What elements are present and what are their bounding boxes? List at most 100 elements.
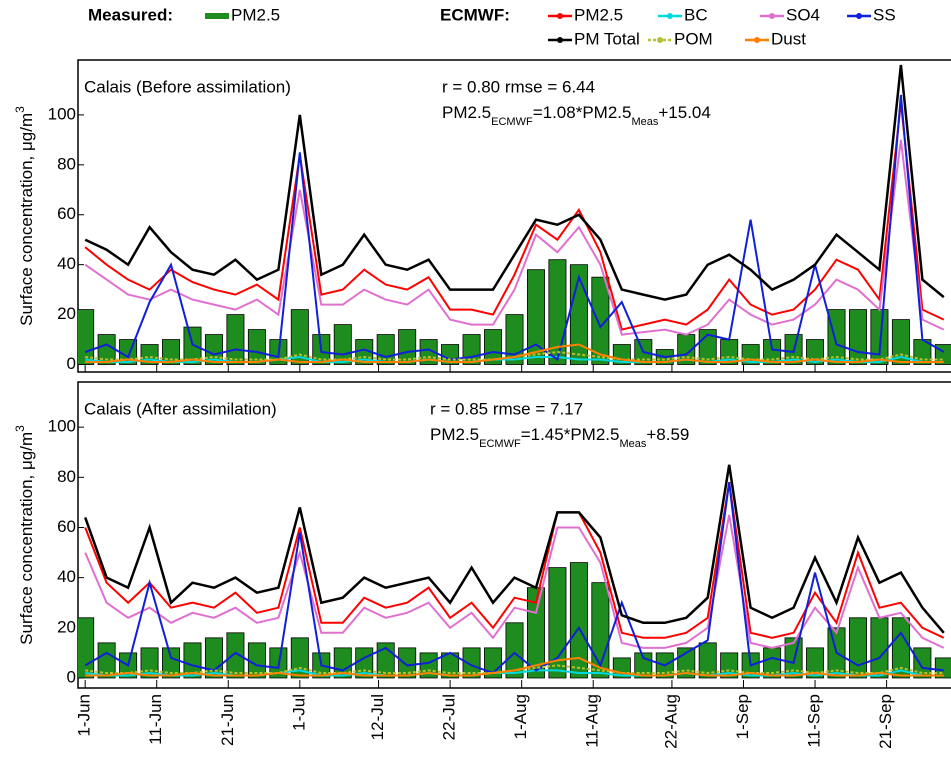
y-label-text: Surface concentration, μg/m [17, 113, 36, 326]
x-tick-label: 22-Aug [661, 694, 680, 749]
bar [78, 309, 95, 365]
bar [226, 632, 245, 679]
series-line [84, 464, 945, 634]
equation-part: =1.45*PM2.5 [521, 425, 620, 444]
y-tick-label: 0 [67, 354, 76, 373]
x-tick-label: 22-Jul [440, 694, 459, 740]
y-tick-label: 100 [48, 417, 76, 436]
bar [333, 647, 352, 679]
y-tick-label: 60 [57, 517, 76, 536]
bar [891, 319, 910, 365]
legend-marker [856, 13, 862, 19]
y-tick-label: 40 [57, 254, 76, 273]
bar [526, 269, 545, 365]
legend-item: Dust [745, 29, 806, 48]
series-line [84, 64, 945, 301]
series-line [85, 656, 944, 677]
legend-item: POM [648, 29, 713, 48]
legend-item: PM Total [548, 29, 640, 48]
equation-part: PM2.5 [430, 425, 479, 444]
legend-label: POM [674, 29, 713, 48]
data [78, 64, 951, 365]
data [78, 464, 951, 679]
equation-subscript: Meas [631, 116, 658, 128]
y-label-sup: 3 [13, 106, 27, 113]
stats: r = 0.80 rmse = 6.44 [442, 77, 595, 96]
series-line [84, 482, 944, 675]
equation-part: PM2.5 [442, 103, 491, 122]
equation: PM2.5ECMWF=1.45*PM2.5Meas+8.59 [430, 425, 689, 449]
x-tick-label: 1-Jun [75, 694, 94, 737]
y-label-sup: 3 [13, 425, 27, 432]
y-tick-label: 40 [57, 567, 76, 586]
bar [698, 642, 717, 679]
bar [226, 314, 245, 365]
legend-label: SS [873, 5, 896, 24]
y-axis-label: Surface concentration, μg/m3 [13, 425, 36, 645]
y-tick-label: 80 [57, 467, 76, 486]
equation-part: +15.04 [658, 103, 710, 122]
series-line [84, 94, 945, 362]
equation-subscript: ECMWF [479, 438, 521, 450]
bar [97, 642, 116, 679]
equation-subscript: ECMWF [491, 116, 533, 128]
bar [848, 309, 867, 365]
panel: 0 20 40 60 80 100 Surface concentration, μg/m3… [13, 59, 951, 373]
panel-title: Calais (Before assimilation) [84, 77, 291, 96]
y-tick-label: 100 [48, 104, 76, 123]
x-tick-label: 1-Aug [511, 694, 530, 739]
series-line [84, 482, 945, 639]
bar [870, 309, 889, 365]
bar [870, 617, 889, 679]
legend-label: PM2.5 [574, 5, 623, 24]
series-line [85, 343, 944, 363]
y-axis-label: Surface concentration, μg/m3 [13, 106, 36, 326]
legend-group-title: Measured: [88, 5, 173, 24]
equation-part: +8.59 [646, 425, 689, 444]
bar [162, 647, 181, 679]
legend-label: PM2.5 [231, 5, 280, 24]
bar [591, 276, 610, 365]
plot-frame [77, 59, 951, 373]
legend-marker [214, 13, 220, 19]
y-tick-label: 20 [57, 304, 76, 323]
panel-title: Calais (After assimilation) [84, 399, 277, 418]
x-tick-label: 21-Jun [218, 694, 237, 746]
bar [290, 309, 309, 365]
bar [913, 647, 932, 679]
legend-label: PM Total [574, 29, 640, 48]
legend-item: SS [847, 5, 896, 24]
x-tick-label: 12-Jul [368, 694, 387, 740]
panel: 0 20 40 60 80 100 1-Jun 11-Jun 21-Jun 1-Jul 12-Jul… [13, 381, 951, 749]
legend-label: SO4 [786, 5, 820, 24]
bar [505, 622, 524, 679]
bar [934, 657, 951, 679]
bar [848, 617, 867, 679]
bar [247, 329, 266, 365]
x-tick-label: 11-Sep [805, 694, 824, 748]
legend-item: BC [658, 5, 708, 24]
legend-item: PM2.5 [548, 5, 623, 24]
y-tick-label: 0 [67, 667, 76, 686]
y-label-text: Surface concentration, μg/m [17, 432, 36, 645]
legend-marker [754, 37, 760, 43]
series-line [84, 102, 945, 331]
legend-label: BC [684, 5, 708, 24]
bar [462, 647, 481, 679]
bar [398, 647, 417, 679]
legend-marker [657, 37, 663, 43]
legend-item: PM2.5 [205, 5, 280, 24]
bar [827, 309, 846, 365]
legend-label: Dust [771, 29, 806, 48]
y-tick-label: 80 [57, 154, 76, 173]
legend-item: SO4 [760, 5, 820, 24]
x-tick-label: 1-Jul [289, 694, 308, 731]
equation-subscript: Meas [619, 438, 646, 450]
legend-group-title: ECMWF: [440, 5, 510, 24]
legend-marker [667, 13, 673, 19]
equation: PM2.5ECMWF=1.08*PM2.5Meas+15.04 [442, 103, 711, 127]
stats: r = 0.85 rmse = 7.17 [430, 399, 583, 418]
y-tick-label: 20 [57, 617, 76, 636]
legend-marker [557, 37, 563, 43]
x-tick-label: 11-Jun [146, 694, 165, 745]
